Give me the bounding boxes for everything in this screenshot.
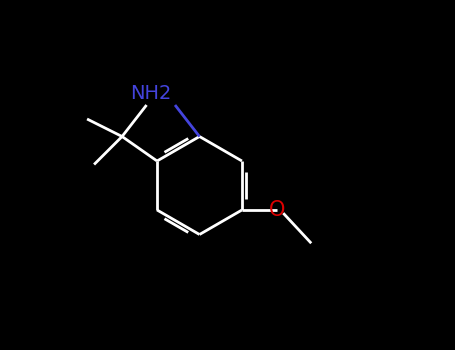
Text: NH2: NH2 [130,84,172,103]
Text: O: O [269,200,285,220]
